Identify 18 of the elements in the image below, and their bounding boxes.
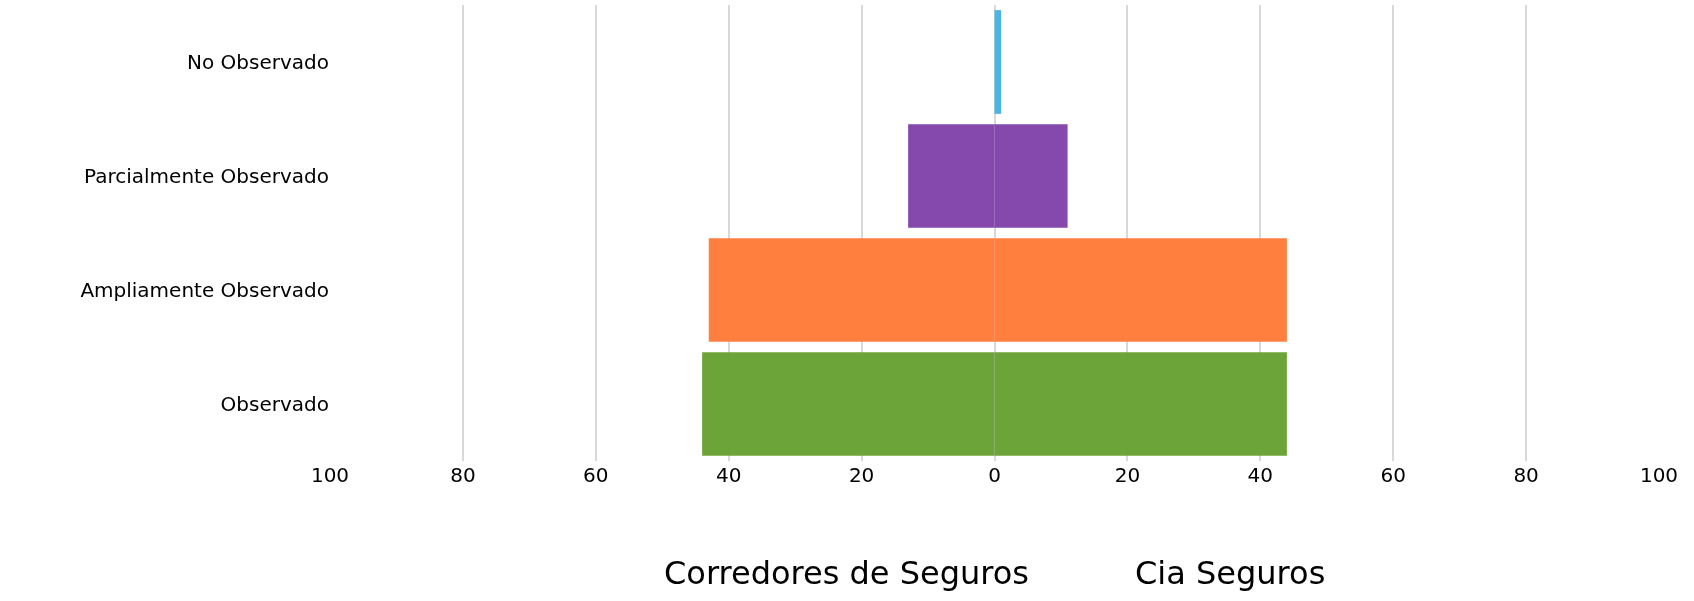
- x-tick-label: 100: [1639, 463, 1679, 487]
- y-tick-label: Parcialmente Observado: [84, 164, 329, 188]
- x-tick-label: 40: [1247, 463, 1274, 487]
- x-tick-label: 20: [1114, 463, 1141, 487]
- text: Cia Seguros: [1135, 554, 1326, 592]
- text: Corredores de Seguros: [664, 554, 1029, 592]
- x-tick-label: 20: [848, 463, 875, 487]
- x-tick-label: 60: [583, 463, 609, 487]
- x-tick-label: 40: [715, 463, 742, 487]
- x-tick-label: 60: [1380, 463, 1406, 487]
- x-tick-label: 80: [450, 463, 476, 487]
- bar: [994, 10, 1002, 114]
- y-tick-label: Ampliamente Observado: [80, 278, 329, 302]
- y-tick-label: No Observado: [187, 50, 329, 74]
- y-tick-label: Observado: [220, 392, 329, 416]
- x-tick-label: 0: [988, 463, 1001, 487]
- x-tick-label: 100: [310, 463, 350, 487]
- x-tick-label: 80: [1513, 463, 1539, 487]
